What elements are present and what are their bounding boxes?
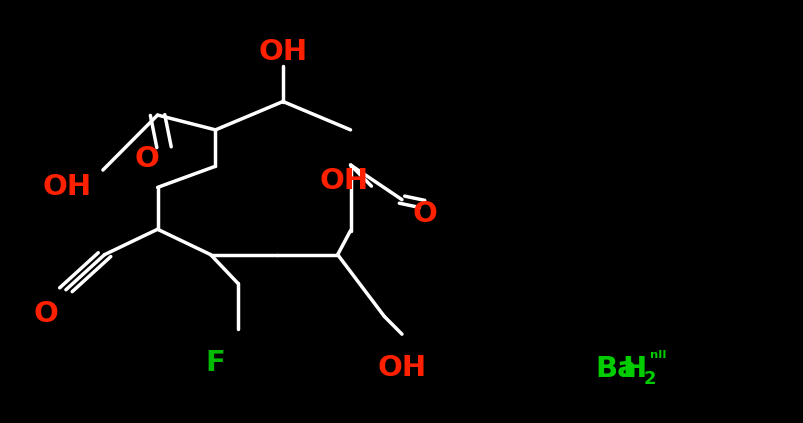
Text: O: O	[135, 145, 159, 173]
Text: H: H	[622, 355, 646, 383]
Text: 2: 2	[642, 370, 655, 387]
Text: OH: OH	[319, 167, 369, 195]
Text: OH: OH	[258, 38, 308, 66]
Text: O: O	[34, 300, 58, 328]
Text: Ba: Ba	[594, 355, 636, 383]
Text: O: O	[412, 200, 436, 228]
Text: ⁿᴵᴵ: ⁿᴵᴵ	[649, 350, 666, 368]
Text: F: F	[206, 349, 225, 377]
Text: OH: OH	[377, 354, 426, 382]
Text: OH: OH	[42, 173, 92, 201]
